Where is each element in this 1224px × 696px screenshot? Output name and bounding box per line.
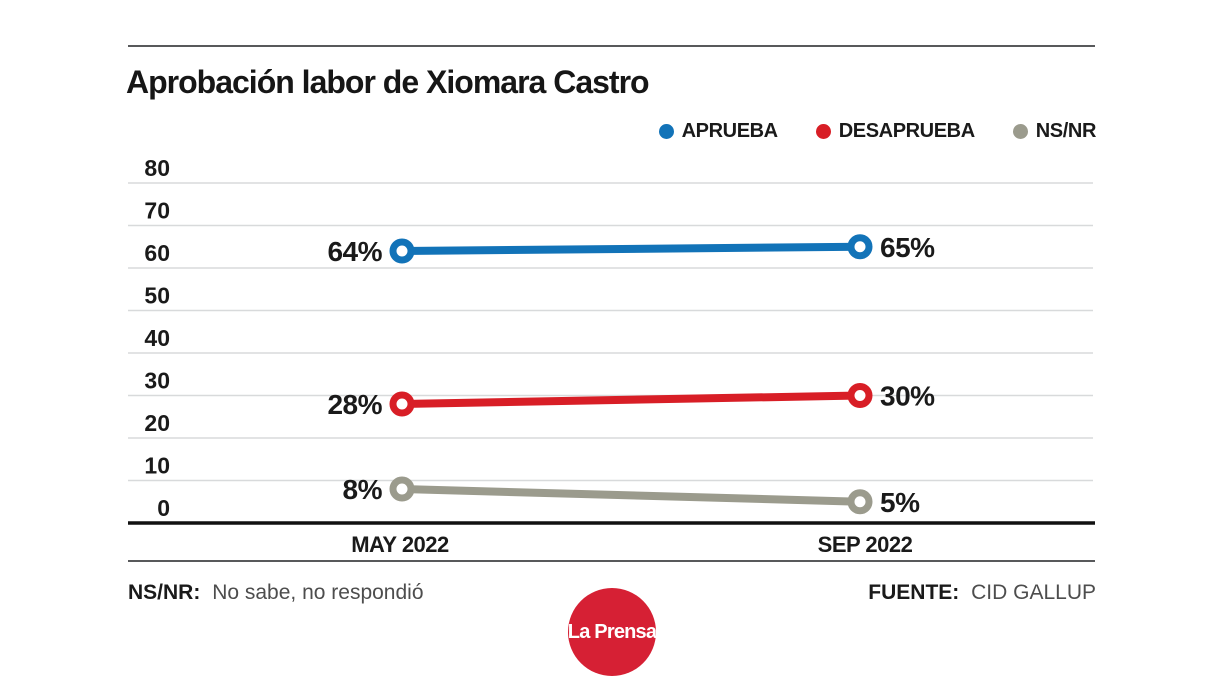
legend-item-desaprueba: DESAPRUEBA	[815, 120, 975, 143]
y-tick-label: 0	[157, 495, 170, 521]
laprensa-logo: La Prensa	[567, 588, 657, 676]
data-point-label: 5%	[880, 487, 920, 518]
data-point-marker	[847, 383, 873, 408]
source: FUENTE: CID GALLUP	[868, 581, 1096, 605]
data-point-marker	[389, 391, 415, 417]
footer-divider	[128, 560, 1095, 562]
y-tick-label: 10	[144, 453, 170, 479]
legend-label-desaprueba: DESAPRUEBA	[838, 120, 975, 142]
source-text: CID GALLUP	[971, 581, 1096, 604]
x-tick-label: MAY 2022	[351, 532, 449, 557]
y-tick-label: 60	[144, 240, 170, 266]
data-point-label: 28%	[327, 389, 382, 420]
x-tick-label: SEP 2022	[818, 532, 913, 557]
legend-item-aprueba: APRUEBA	[658, 120, 779, 143]
source-label: FUENTE:	[868, 581, 960, 604]
data-point-label: 30%	[880, 381, 935, 412]
legend-label-aprueba: APRUEBA	[681, 120, 779, 142]
laprensa-logo-text: La Prensa	[567, 620, 657, 643]
y-tick-label: 40	[144, 325, 170, 351]
data-point-marker	[847, 489, 873, 515]
data-point-marker	[389, 238, 415, 264]
series-line-ns/nr	[401, 485, 861, 506]
y-tick-label: 70	[144, 198, 170, 224]
data-point-label: 65%	[880, 232, 935, 263]
approval-line-chart: 0 10 20 30 40 50 60 70 80 MAY 2022 SEP 2022 64% 65% 2…	[128, 155, 1095, 557]
data-point-marker	[847, 234, 873, 260]
legend-item-nsnr: NS/NR	[1012, 120, 1097, 143]
footnote-text: No sabe, no respondió	[212, 581, 424, 604]
legend-label-nsnr: NS/NR	[1035, 120, 1097, 142]
chart-title: Aprobación labor de Xiomara Castro	[126, 64, 650, 100]
legend-dot-icon	[658, 124, 674, 139]
data-point-label: 64%	[327, 236, 382, 267]
chart-legend: APRUEBA DESAPRUEBA NS/NR	[658, 120, 1097, 143]
data-point-label: 8%	[343, 474, 383, 505]
footnote-label: NS/NR:	[128, 581, 201, 604]
data-point-marker	[389, 476, 415, 502]
legend-dot-icon	[1012, 124, 1028, 139]
y-tick-label: 80	[144, 155, 170, 181]
y-tick-label: 20	[144, 410, 170, 436]
series-line-desaprueba	[401, 391, 861, 408]
y-tick-label: 50	[144, 283, 170, 309]
top-divider	[128, 45, 1095, 47]
series-line-aprueba	[401, 242, 861, 255]
legend-dot-icon	[815, 124, 831, 139]
y-tick-label: 30	[144, 368, 170, 394]
footnote: NS/NR: No sabe, no respondió	[128, 581, 424, 605]
